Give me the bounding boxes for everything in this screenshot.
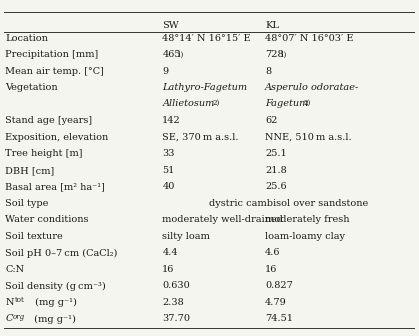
Text: org: org [13, 313, 25, 321]
Text: KL: KL [265, 22, 279, 31]
Text: C:N: C:N [5, 265, 25, 274]
Text: 2): 2) [212, 99, 220, 107]
Text: 74.51: 74.51 [265, 314, 293, 324]
Text: Mean air temp. [°C]: Mean air temp. [°C] [5, 67, 104, 76]
Text: 1): 1) [176, 50, 184, 58]
Text: Water conditions: Water conditions [5, 215, 89, 224]
Text: 8: 8 [265, 67, 271, 76]
Text: 4.4: 4.4 [162, 249, 178, 257]
Text: C: C [5, 314, 13, 324]
Text: NNE, 510 m a.s.l.: NNE, 510 m a.s.l. [265, 133, 352, 142]
Text: N: N [5, 298, 14, 307]
Text: Exposition, elevation: Exposition, elevation [5, 133, 109, 142]
Text: 25.6: 25.6 [265, 182, 287, 192]
Text: 2): 2) [304, 99, 311, 107]
Text: Vegetation: Vegetation [5, 83, 58, 92]
Text: 728: 728 [265, 50, 284, 59]
Text: 1): 1) [279, 50, 286, 58]
Text: dystric cambisol over sandstone: dystric cambisol over sandstone [209, 199, 368, 208]
Text: (mg g⁻¹): (mg g⁻¹) [31, 314, 76, 324]
Text: Soil type: Soil type [5, 199, 49, 208]
Text: tot: tot [14, 296, 24, 304]
Text: 0.630: 0.630 [162, 282, 190, 291]
Text: Basal area [m² ha⁻¹]: Basal area [m² ha⁻¹] [5, 182, 105, 192]
Text: 33: 33 [162, 150, 175, 159]
Text: Lathyro-Fagetum: Lathyro-Fagetum [162, 83, 247, 92]
Text: loam-loamy clay: loam-loamy clay [265, 232, 345, 241]
Text: Location: Location [5, 34, 48, 43]
Text: Allietosum: Allietosum [162, 99, 215, 108]
Text: SE, 370 m a.s.l.: SE, 370 m a.s.l. [162, 133, 239, 142]
Text: silty loam: silty loam [162, 232, 210, 241]
Text: Precipitation [mm]: Precipitation [mm] [5, 50, 98, 59]
Text: 0.827: 0.827 [265, 282, 293, 291]
Text: 51: 51 [162, 166, 175, 175]
Text: (mg g⁻¹): (mg g⁻¹) [32, 298, 77, 307]
Text: 2.38: 2.38 [162, 298, 184, 307]
Text: Tree height [m]: Tree height [m] [5, 150, 83, 159]
Text: Fagetum: Fagetum [265, 99, 308, 108]
Text: 37.70: 37.70 [162, 314, 190, 324]
Text: DBH [cm]: DBH [cm] [5, 166, 54, 175]
Text: 16: 16 [265, 265, 277, 274]
Text: 465: 465 [162, 50, 181, 59]
Text: 4.6: 4.6 [265, 249, 280, 257]
Text: 142: 142 [162, 117, 181, 125]
Text: moderately fresh: moderately fresh [265, 215, 349, 224]
Text: 25.1: 25.1 [265, 150, 287, 159]
Text: SW: SW [162, 22, 179, 31]
Text: 48°14′ N 16°15′ E: 48°14′ N 16°15′ E [162, 34, 251, 43]
Text: 62: 62 [265, 117, 277, 125]
Text: 9: 9 [162, 67, 168, 76]
Text: Stand age [years]: Stand age [years] [5, 117, 93, 125]
Text: moderately well-drained: moderately well-drained [162, 215, 283, 224]
Text: Soil density (g cm⁻³): Soil density (g cm⁻³) [5, 282, 106, 291]
Text: 4.79: 4.79 [265, 298, 287, 307]
Text: 21.8: 21.8 [265, 166, 287, 175]
Text: Soil pH 0–7 cm (CaCl₂): Soil pH 0–7 cm (CaCl₂) [5, 249, 118, 258]
Text: 48°07′ N 16°03′ E: 48°07′ N 16°03′ E [265, 34, 354, 43]
Text: 40: 40 [162, 182, 175, 192]
Text: Soil texture: Soil texture [5, 232, 63, 241]
Text: Asperulo odoratae-: Asperulo odoratae- [265, 83, 359, 92]
Text: 16: 16 [162, 265, 175, 274]
